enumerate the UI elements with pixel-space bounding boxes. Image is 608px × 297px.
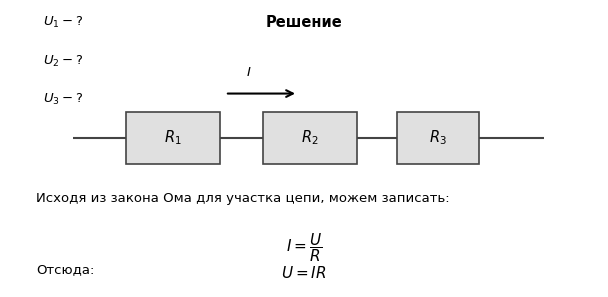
Text: $U_1 - ?$: $U_1 - ?$ bbox=[43, 15, 83, 30]
Text: $U_2 - ?$: $U_2 - ?$ bbox=[43, 53, 83, 69]
Text: $I = \dfrac{U}{R}$: $I = \dfrac{U}{R}$ bbox=[286, 232, 322, 264]
Bar bbox=[126, 112, 220, 164]
Bar bbox=[396, 112, 478, 164]
Text: Решение: Решение bbox=[266, 15, 342, 30]
Text: $R_1$: $R_1$ bbox=[164, 129, 182, 147]
Text: Исходя из закона Ома для участка цепи, можем записать:: Исходя из закона Ома для участка цепи, м… bbox=[36, 192, 450, 205]
Text: $R_2$: $R_2$ bbox=[302, 129, 319, 147]
Text: $U = IR$: $U = IR$ bbox=[282, 265, 326, 281]
Text: $I$: $I$ bbox=[246, 66, 252, 79]
Bar bbox=[263, 112, 357, 164]
Text: Отсюда:: Отсюда: bbox=[36, 263, 95, 276]
Text: $R_3$: $R_3$ bbox=[429, 129, 447, 147]
Text: $U_3 - ?$: $U_3 - ?$ bbox=[43, 92, 83, 107]
